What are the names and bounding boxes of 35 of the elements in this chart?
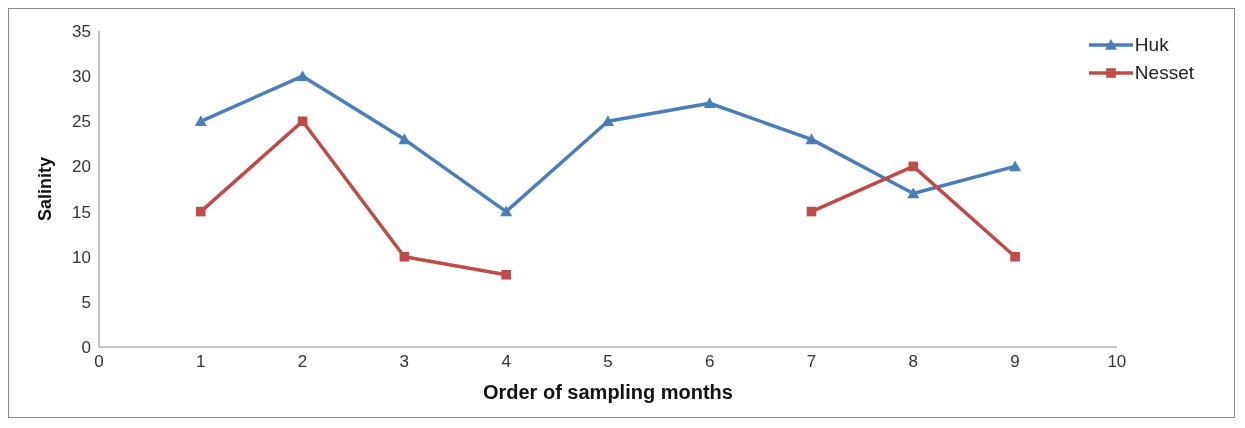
point [500,205,513,217]
y-tick-label: 25 [72,112,91,132]
x-tick-label: 10 [1107,352,1127,372]
point [195,206,206,217]
y-tick-label: 5 [81,292,91,312]
y-tick-label: 0 [81,338,91,358]
y-tick-label: 35 [72,22,91,42]
x-tick-label: 8 [908,352,919,372]
x-tick-label: 9 [1010,352,1020,372]
y-tick-label: 10 [72,247,91,267]
y-axis-title: Salinity [35,156,56,222]
y-tick-label: 30 [72,67,91,87]
point [399,251,410,262]
point [501,269,511,280]
y-tick-label: 15 [72,202,91,222]
x-tick-label: 5 [603,352,613,372]
x-tick-label: 1 [196,352,206,372]
x-axis-title: Order of sampling months [482,381,733,403]
point [1009,160,1022,172]
point [703,97,716,109]
point [907,187,920,199]
point [194,115,207,127]
legend-label: Nesset [1134,62,1194,84]
point [297,116,308,127]
y-tick-label: 20 [72,157,91,177]
x-tick-label: 7 [806,352,817,372]
x-tick-label: 0 [94,352,104,372]
x-tick-label: 6 [704,352,715,372]
x-tick-label: 2 [297,352,308,372]
point [908,161,919,172]
x-tick-label: 4 [501,352,511,372]
point [1010,251,1020,262]
point [805,133,818,145]
x-tick-label: 3 [399,352,410,372]
legend-label: Huk [1134,34,1169,56]
